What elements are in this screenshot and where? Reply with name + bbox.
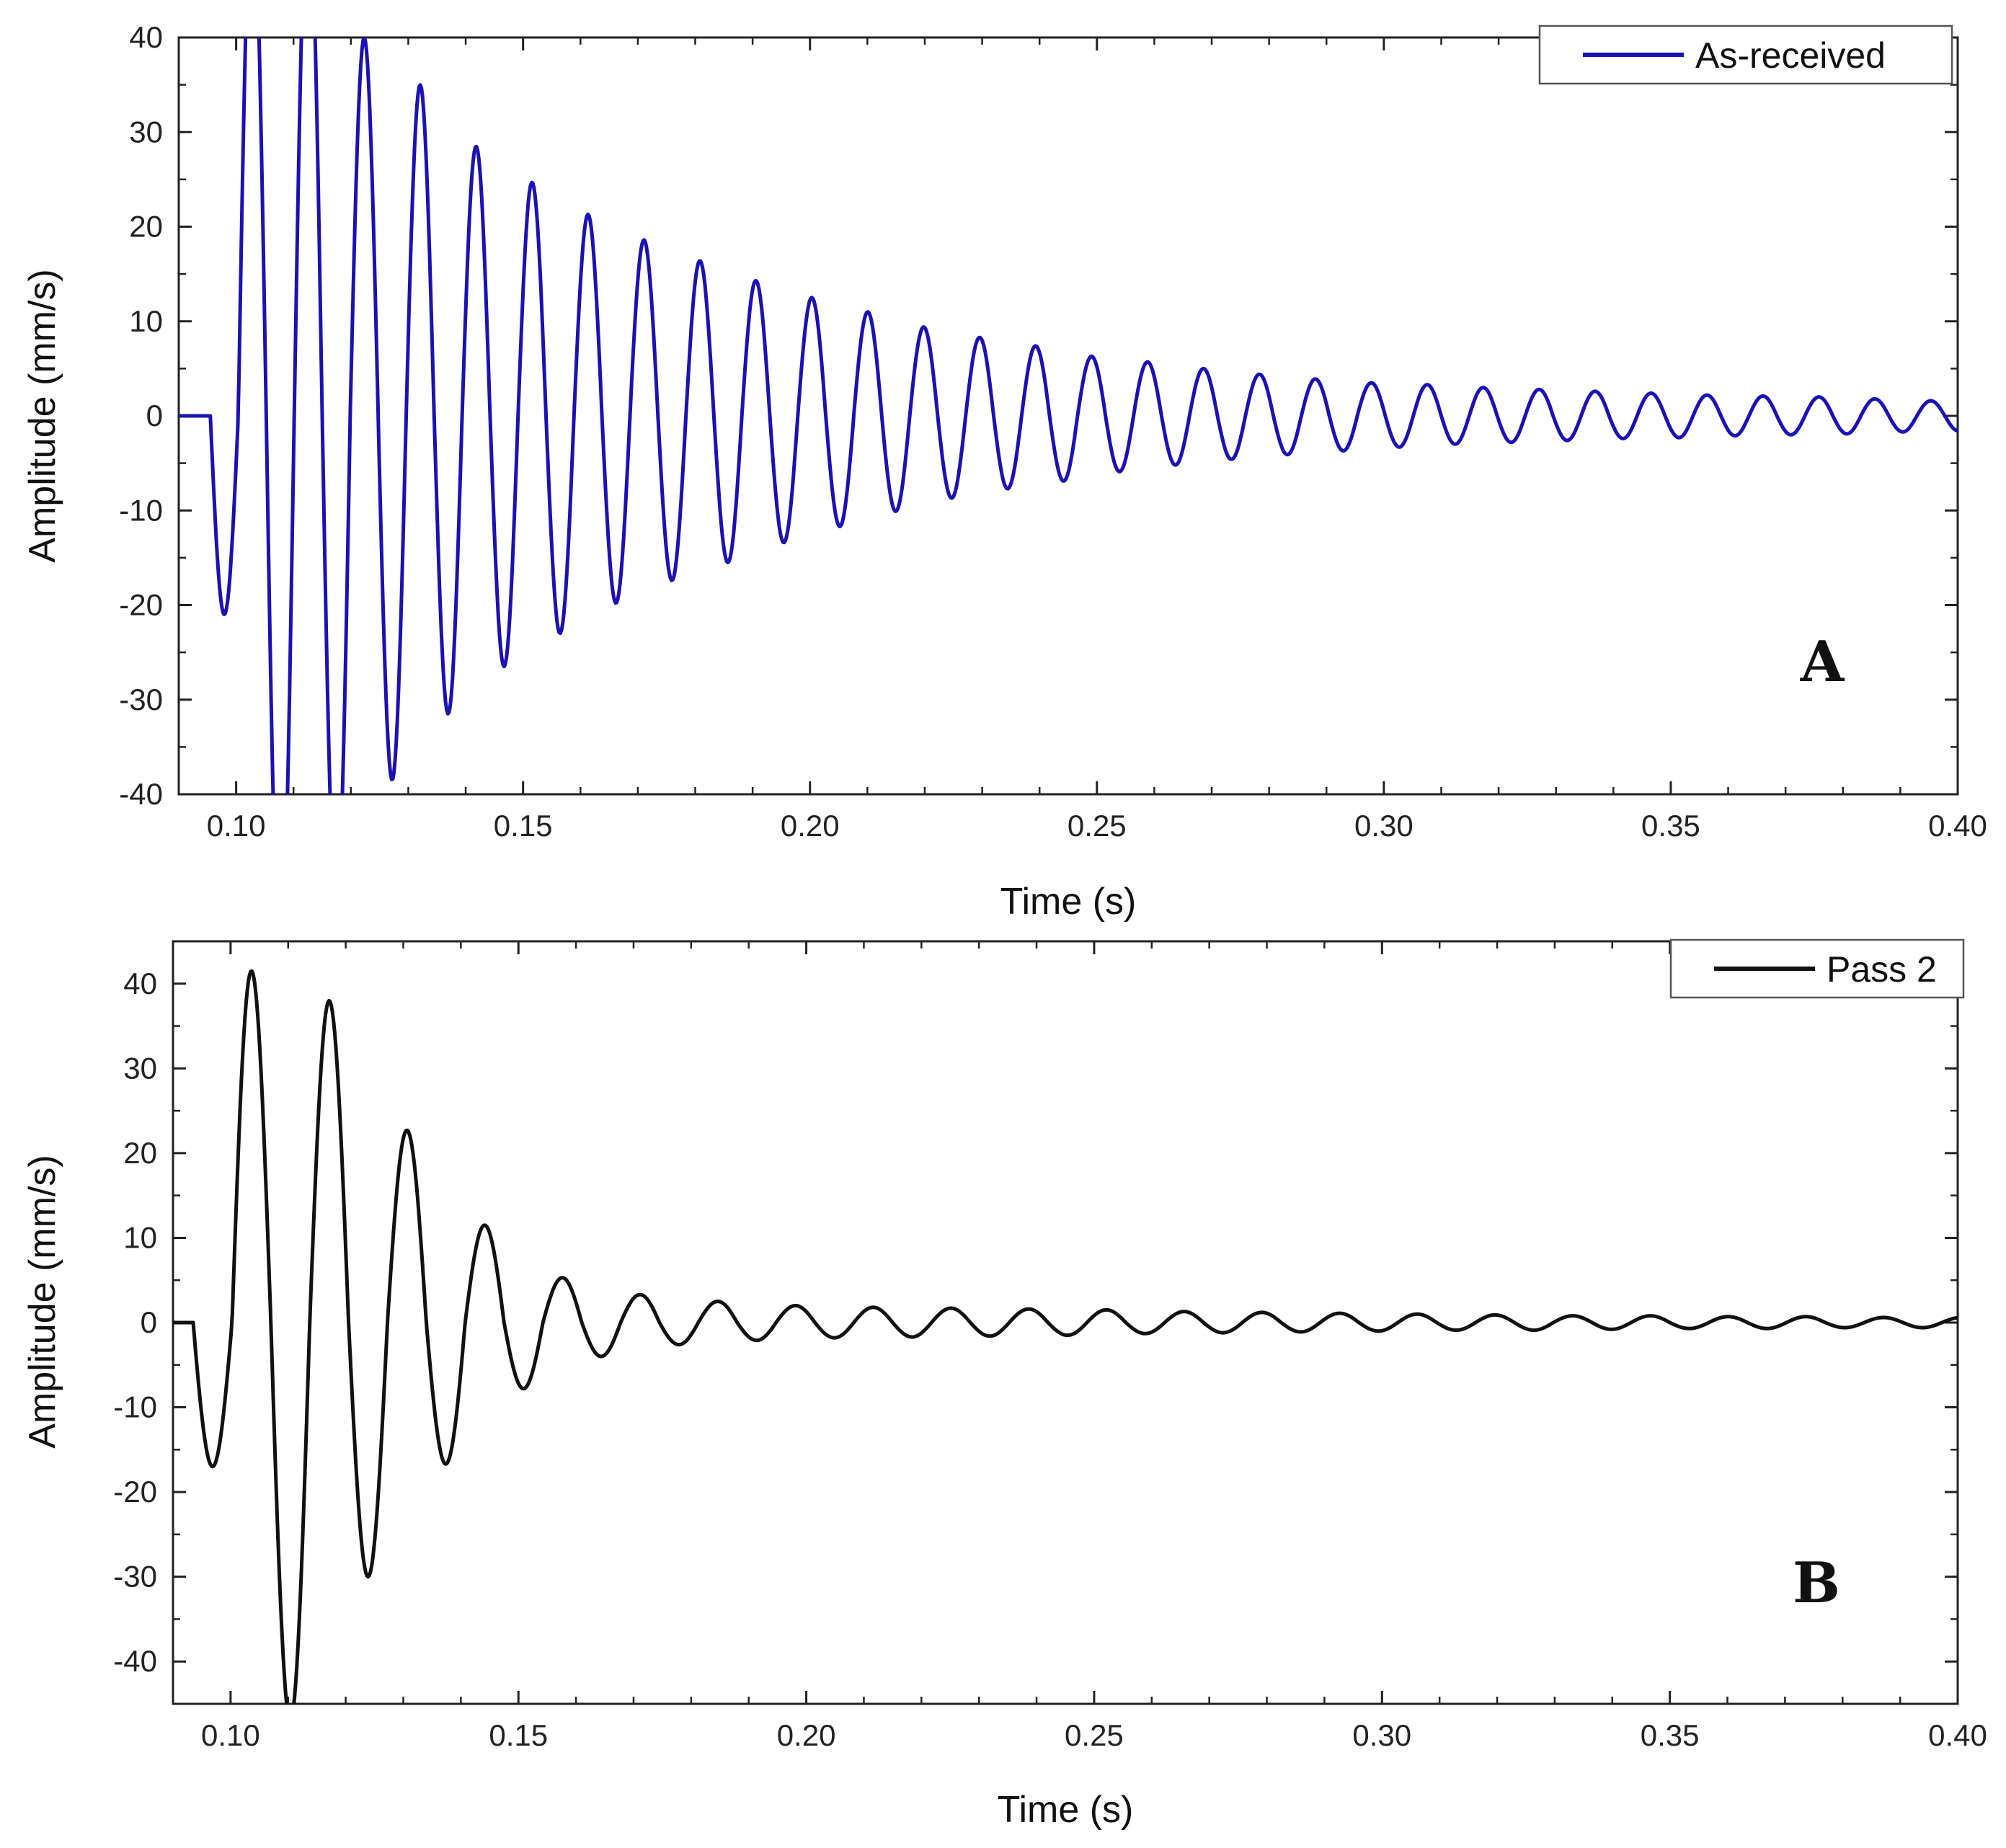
x-tick-label: 0.20 [777,1718,836,1752]
panel-label: A [1800,629,1845,695]
x-tick-label: 0.30 [1354,809,1413,843]
y-tick-label: 40 [123,967,157,1000]
x-tick-label: 0.15 [489,1718,548,1752]
x-tick-label: 0.15 [494,809,553,843]
y-tick-label: 10 [129,304,163,338]
y-tick-label: 20 [129,210,163,244]
x-tick-label: 0.40 [1928,809,1987,843]
x-tick-label: 0.25 [1065,1718,1124,1752]
y-tick-label: 30 [129,115,163,148]
y-tick-label: 0 [146,399,163,432]
x-tick-label: 0.35 [1641,809,1700,843]
y-axis-title: Amplitude (mm/s) [22,269,63,562]
x-tick-label: 0.35 [1641,1718,1700,1752]
legend: As-received [1538,25,1953,85]
x-axis-title: Time (s) [998,1789,1134,1831]
y-tick-label: -30 [113,1560,157,1594]
x-axis-title: Time (s) [1000,881,1137,923]
y-tick-label: -10 [119,493,163,527]
y-tick-label: -40 [119,777,163,811]
y-tick-label: -40 [113,1644,157,1678]
legend-label: As-received [1695,35,1886,76]
legend: Pass 2 [1669,938,1965,999]
x-tick-label: 0.10 [207,809,266,843]
y-tick-label: 0 [141,1305,157,1339]
x-tick-label: 0.40 [1928,1718,1987,1752]
y-tick-label: -10 [113,1390,157,1424]
x-tick-label: 0.10 [201,1718,260,1752]
y-tick-label: 40 [129,20,163,54]
y-tick-label: 10 [123,1220,157,1254]
x-tick-label: 0.20 [781,809,840,843]
y-tick-label: 20 [123,1136,157,1170]
y-tick-label: 30 [123,1051,157,1085]
x-tick-label: 0.25 [1068,809,1127,843]
y-axis-title: Amplitude (mm/s) [22,1155,63,1448]
legend-label: Pass 2 [1827,949,1937,990]
chart-panel-a: 0.10 0.15 0.20 0.25 0.30 0.35 0.40 40 30 20 10 0 -10… [22,20,1987,923]
y-tick-label: -20 [113,1475,157,1509]
panel-label: B [1793,1550,1840,1616]
y-tick-label: -20 [119,588,163,622]
series-line-pass-2 [173,969,1958,1704]
x-tick-label: 0.30 [1352,1718,1411,1752]
y-tick-label: -30 [119,683,163,716]
chart-panel-b: 0.10 0.15 0.20 0.25 0.30 0.35 0.40 40 30 20 10 0 -10… [22,938,1987,1831]
series-line-as-received [179,37,1958,794]
